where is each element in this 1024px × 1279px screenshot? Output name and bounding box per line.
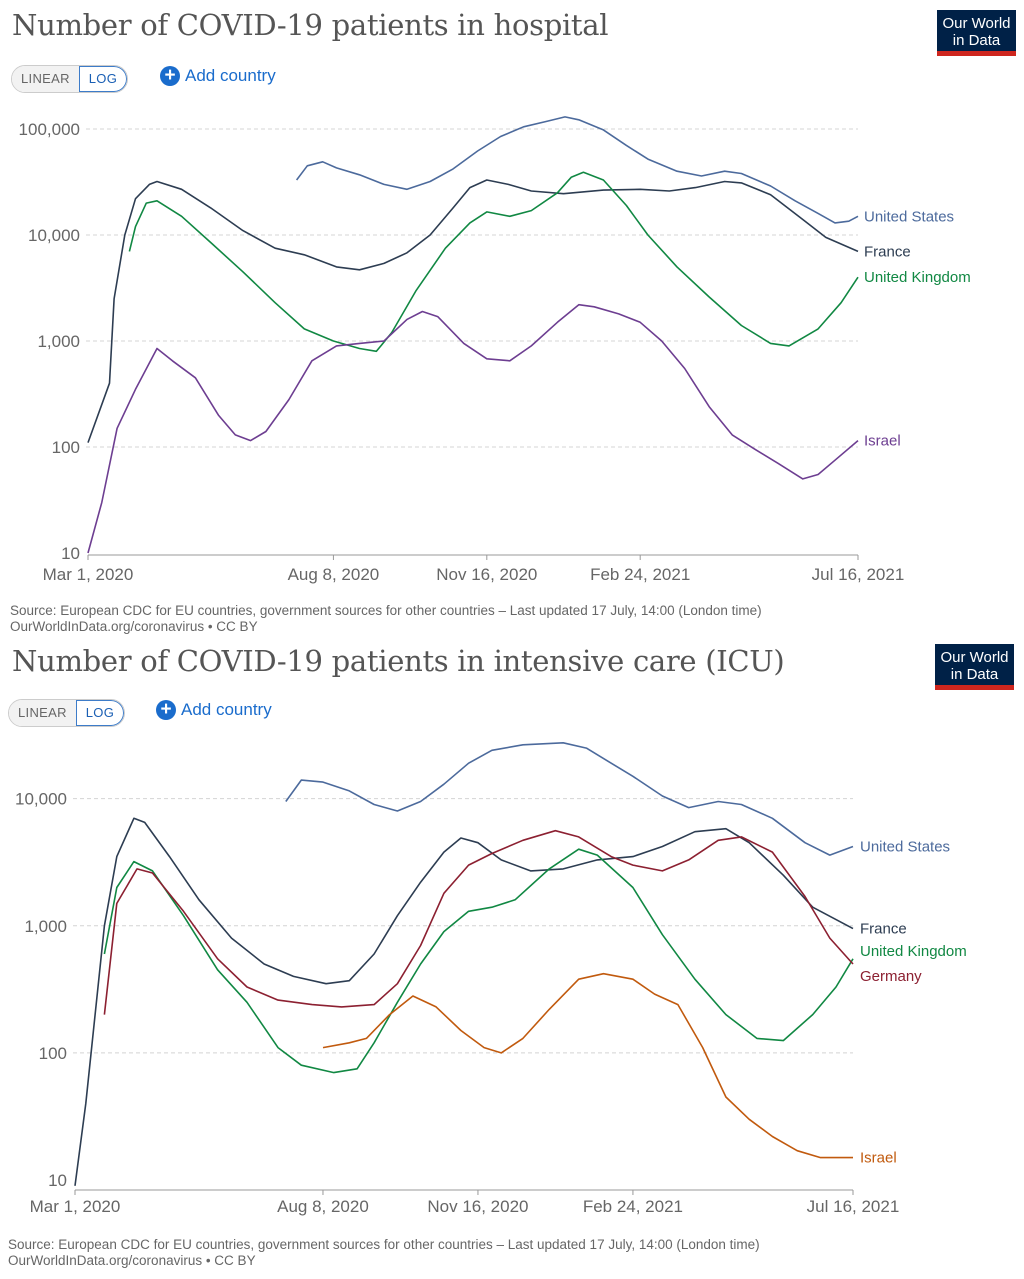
icu-panel: Number of COVID-19 patients in intensive… bbox=[0, 640, 1024, 1279]
x-tick-label: Nov 16, 2020 bbox=[427, 1197, 528, 1216]
series-line-france[interactable] bbox=[87, 179, 859, 443]
x-tick-label: Nov 16, 2020 bbox=[436, 565, 537, 584]
series-label-united-states[interactable]: United States bbox=[860, 839, 950, 856]
source-note: Source: European CDC for EU countries, g… bbox=[10, 603, 762, 618]
y-tick-label: 10 bbox=[61, 544, 80, 563]
logo-line-1: Our World bbox=[942, 15, 1011, 32]
chart-title: Number of COVID-19 patients in intensive… bbox=[12, 644, 785, 678]
y-tick-label: 10,000 bbox=[15, 790, 67, 809]
series-line-israel[interactable] bbox=[87, 303, 859, 554]
log-scale-button[interactable]: LOG bbox=[78, 66, 128, 92]
scale-toggle: LINEAR LOG bbox=[8, 699, 126, 727]
credit-link[interactable]: OurWorldInData.org/coronavirus • CC BY bbox=[10, 619, 258, 634]
x-tick-label: Feb 24, 2021 bbox=[590, 565, 690, 584]
series-label-germany[interactable]: Germany bbox=[860, 968, 922, 985]
series-line-united-states[interactable] bbox=[295, 116, 859, 224]
add-country-label: Add country bbox=[185, 66, 276, 85]
series-line-israel[interactable] bbox=[322, 972, 853, 1159]
x-tick-label: Aug 8, 2020 bbox=[277, 1197, 369, 1216]
y-tick-label: 10,000 bbox=[28, 226, 80, 245]
y-tick-label: 1,000 bbox=[37, 332, 80, 351]
linear-scale-button[interactable]: LINEAR bbox=[9, 700, 76, 726]
scale-toggle: LINEAR LOG bbox=[11, 65, 129, 93]
hospital-line-chart: 10 100 1,000 10,000 100,000 Mar 1, 2020 Aug 8,… bbox=[19, 116, 971, 584]
x-tick-label: Jul 16, 2021 bbox=[812, 565, 905, 584]
y-tick-label: 10 bbox=[48, 1171, 67, 1190]
x-tick-label: Feb 24, 2021 bbox=[583, 1197, 683, 1216]
owid-logo[interactable]: Our World in Data bbox=[937, 10, 1016, 56]
series-label-france[interactable]: France bbox=[864, 243, 911, 260]
add-country-button[interactable]: + Add country bbox=[160, 66, 276, 86]
plus-circle-icon: + bbox=[156, 700, 176, 720]
x-tick-label: Mar 1, 2020 bbox=[43, 565, 134, 584]
x-tick-label: Jul 16, 2021 bbox=[807, 1197, 900, 1216]
log-scale-button[interactable]: LOG bbox=[75, 700, 125, 726]
series-label-israel[interactable]: Israel bbox=[864, 433, 901, 450]
series-label-israel[interactable]: Israel bbox=[860, 1150, 897, 1167]
series-line-united-kingdom[interactable] bbox=[103, 848, 854, 1074]
y-tick-label: 100 bbox=[39, 1044, 67, 1063]
logo-line-1: Our World bbox=[940, 649, 1009, 666]
series-line-germany[interactable] bbox=[103, 829, 854, 1015]
logo-line-2: in Data bbox=[950, 666, 999, 683]
series-line-france[interactable] bbox=[74, 817, 854, 1186]
series-label-france[interactable]: France bbox=[860, 921, 907, 938]
series-line-united-states[interactable] bbox=[285, 742, 854, 856]
y-tick-label: 100 bbox=[52, 438, 80, 457]
series-label-united-kingdom[interactable]: United Kingdom bbox=[860, 943, 967, 960]
y-tick-label: 1,000 bbox=[24, 917, 67, 936]
plus-circle-icon: + bbox=[160, 66, 180, 86]
series-label-united-kingdom[interactable]: United Kingdom bbox=[864, 269, 971, 286]
x-tick-label: Mar 1, 2020 bbox=[30, 1197, 121, 1216]
series-line-united-kingdom[interactable] bbox=[128, 171, 859, 353]
series-label-united-states[interactable]: United States bbox=[864, 208, 954, 225]
icu-line-chart: 10 100 1,000 10,000 Mar 1, 2020 Aug 8, 2020 No… bbox=[15, 742, 967, 1216]
add-country-label: Add country bbox=[181, 700, 272, 719]
credit-link[interactable]: OurWorldInData.org/coronavirus • CC BY bbox=[8, 1253, 256, 1268]
x-tick-label: Aug 8, 2020 bbox=[288, 565, 380, 584]
add-country-button[interactable]: + Add country bbox=[156, 700, 272, 720]
source-note: Source: European CDC for EU countries, g… bbox=[8, 1237, 760, 1252]
hospital-panel: Number of COVID-19 patients in hospital … bbox=[10, 8, 1016, 634]
linear-scale-button[interactable]: LINEAR bbox=[12, 66, 79, 92]
logo-line-2: in Data bbox=[952, 32, 1001, 49]
owid-logo[interactable]: Our World in Data bbox=[935, 644, 1014, 690]
chart-title: Number of COVID-19 patients in hospital bbox=[12, 8, 609, 42]
y-tick-label: 100,000 bbox=[19, 120, 80, 139]
